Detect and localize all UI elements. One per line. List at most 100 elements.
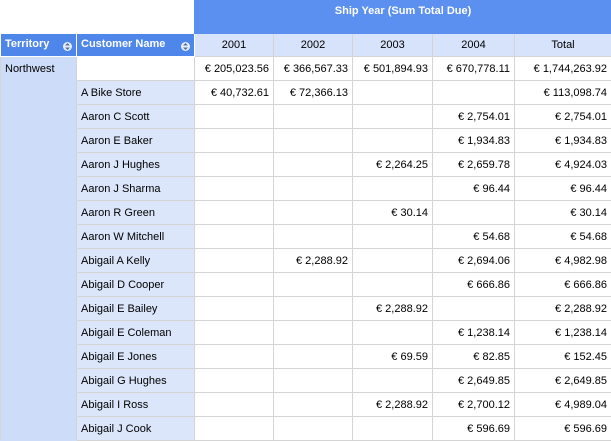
dimension-header[interactable]: Territory	[1, 34, 77, 57]
value-cell: € 72,366.13	[274, 81, 353, 105]
value-cell	[274, 369, 353, 393]
territory-cell	[1, 177, 77, 201]
value-cell	[353, 249, 433, 273]
column-header: 2001	[195, 34, 274, 57]
value-cell: € 1,238.14	[433, 321, 515, 345]
corner	[1, 1, 195, 34]
data-row: Abigail G Hughes€ 2,649.85€ 2,649.85	[1, 369, 611, 393]
territory-cell	[1, 345, 77, 369]
customer-cell: Aaron W Mitchell	[77, 225, 195, 249]
value-cell: € 366,567.33	[274, 57, 353, 81]
value-cell	[353, 177, 433, 201]
value-cell: € 4,924.03	[515, 153, 611, 177]
value-cell	[195, 297, 274, 321]
value-cell	[274, 273, 353, 297]
value-cell	[353, 81, 433, 105]
value-cell: € 2,700.12	[433, 393, 515, 417]
customer-cell: Abigail A Kelly	[77, 249, 195, 273]
value-cell: € 2,264.25	[353, 153, 433, 177]
territory-cell	[1, 225, 77, 249]
value-cell: € 30.14	[353, 201, 433, 225]
customer-cell: Aaron R Green	[77, 201, 195, 225]
value-cell: € 113,098.74	[515, 81, 611, 105]
value-cell	[274, 153, 353, 177]
customer-cell: Abigail E Jones	[77, 345, 195, 369]
value-cell	[195, 249, 274, 273]
value-cell: € 4,989.04	[515, 393, 611, 417]
territory-cell	[1, 321, 77, 345]
territory-cell	[1, 129, 77, 153]
territory-cell: Northwest	[1, 57, 77, 81]
data-row: Abigail D Cooper€ 666.86€ 666.86	[1, 273, 611, 297]
value-cell: € 69.59	[353, 345, 433, 369]
value-cell	[433, 297, 515, 321]
sort-icon[interactable]	[181, 41, 190, 52]
value-cell	[274, 129, 353, 153]
value-cell	[195, 201, 274, 225]
value-cell	[353, 225, 433, 249]
value-cell: € 82.85	[433, 345, 515, 369]
value-cell: € 2,659.78	[433, 153, 515, 177]
column-group-header: Ship Year (Sum Total Due)	[195, 1, 611, 34]
territory-cell	[1, 153, 77, 177]
data-row: Aaron E Baker € 1,934.83€ 1,934.83	[1, 129, 611, 153]
customer-cell: Aaron J Sharma	[77, 177, 195, 201]
value-cell	[195, 393, 274, 417]
value-cell: € 54.68	[515, 225, 611, 249]
value-cell	[195, 225, 274, 249]
customer-cell: Aaron J Hughes	[77, 153, 195, 177]
data-row: A Bike Store€ 40,732.61€ 72,366.13€ 113,…	[1, 81, 611, 105]
value-cell	[274, 393, 353, 417]
value-cell: € 1,238.14	[515, 321, 611, 345]
value-cell	[274, 201, 353, 225]
data-row: Aaron C Scott€ 2,754.01€ 2,754.01	[1, 105, 611, 129]
data-row: Aaron W Mitchell€ 54.68€ 54.68	[1, 225, 611, 249]
value-cell	[195, 105, 274, 129]
territory-cell	[1, 201, 77, 225]
value-cell: € 596.69	[515, 417, 611, 441]
value-cell: € 666.86	[515, 273, 611, 297]
value-cell: € 2,288.92	[353, 393, 433, 417]
value-cell: € 2,288.92	[353, 297, 433, 321]
territory-cell	[1, 249, 77, 273]
value-cell: € 2,694.06	[433, 249, 515, 273]
value-cell	[353, 369, 433, 393]
value-cell: € 2,649.85	[433, 369, 515, 393]
territory-cell	[1, 273, 77, 297]
value-cell: € 152.45	[515, 345, 611, 369]
value-cell: € 666.86	[433, 273, 515, 297]
data-row: Abigail E Bailey€ 2,288.92€ 2,288.92	[1, 297, 611, 321]
territory-cell	[1, 393, 77, 417]
territory-cell	[1, 417, 77, 441]
value-cell: € 2,754.01	[433, 105, 515, 129]
value-cell	[274, 105, 353, 129]
value-cell: € 4,982.98	[515, 249, 611, 273]
dimension-header[interactable]: Customer Name	[77, 34, 195, 57]
column-header: Total	[515, 34, 611, 57]
customer-cell: Abigail G Hughes	[77, 369, 195, 393]
value-cell	[195, 345, 274, 369]
value-cell	[274, 177, 353, 201]
column-header: 2004	[433, 34, 515, 57]
value-cell	[274, 345, 353, 369]
value-cell: € 205,023.56	[195, 57, 274, 81]
value-cell: € 501,894.93	[353, 57, 433, 81]
value-cell: € 1,744,263.92	[515, 57, 611, 81]
customer-cell: Aaron E Baker	[77, 129, 195, 153]
value-cell	[195, 417, 274, 441]
column-header: 2002	[274, 34, 353, 57]
value-cell	[274, 297, 353, 321]
value-cell: € 670,778.11	[433, 57, 515, 81]
value-cell: € 96.44	[433, 177, 515, 201]
sort-icon[interactable]	[63, 41, 72, 52]
value-cell: € 1,934.83	[515, 129, 611, 153]
data-row: Abigail A Kelly€ 2,288.92€ 2,694.06€ 4,9…	[1, 249, 611, 273]
dimension-label: Territory	[5, 38, 49, 50]
value-cell: € 1,934.83	[433, 129, 515, 153]
value-cell	[195, 177, 274, 201]
customer-cell: Abigail E Bailey	[77, 297, 195, 321]
value-cell	[274, 225, 353, 249]
territory-cell	[1, 105, 77, 129]
